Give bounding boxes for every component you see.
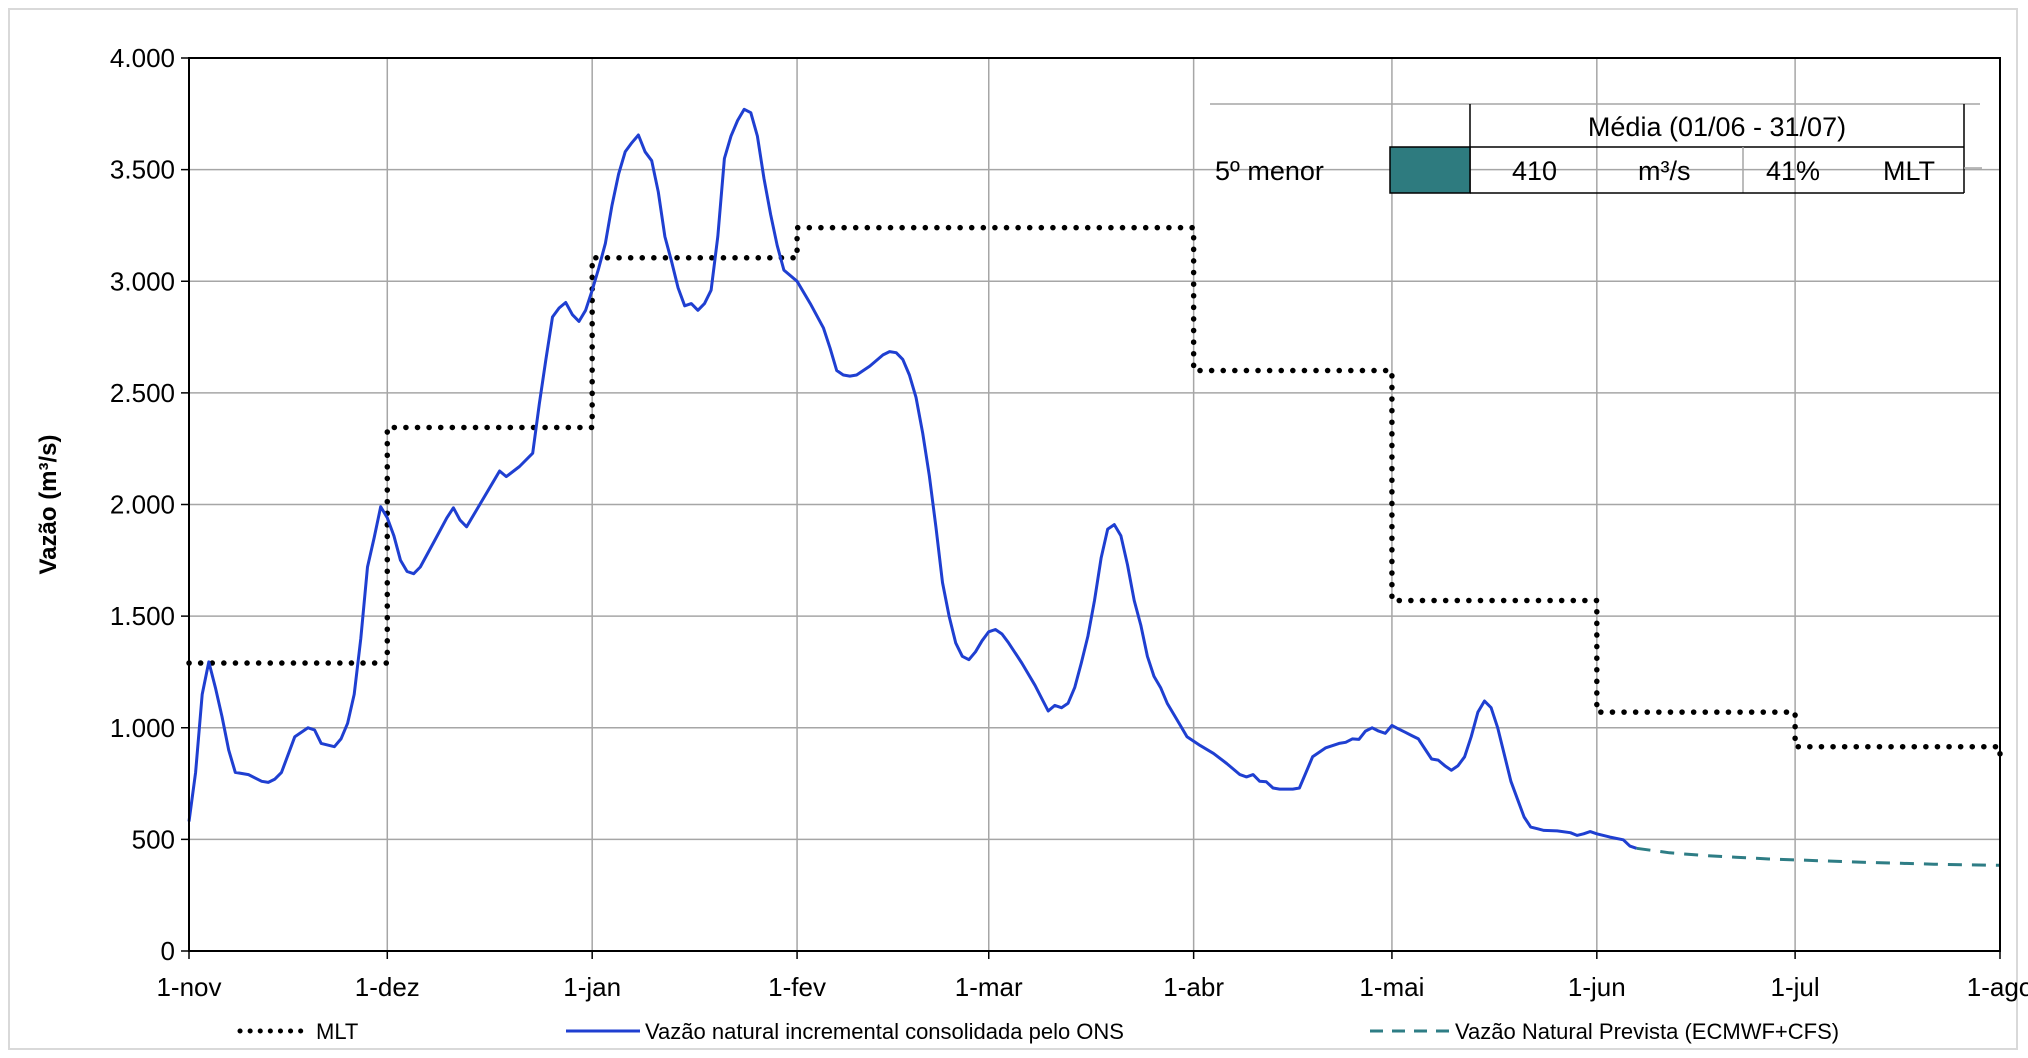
info-reference: MLT: [1883, 156, 1935, 186]
series-line-mlt: [186, 224, 2003, 767]
x-tick-label: 1-mar: [955, 972, 1023, 1002]
series-line-consolidated: [187, 107, 1637, 850]
chart-frame: [8, 8, 2018, 1050]
color-swatch: [1389, 146, 1471, 194]
y-tick-label: 0: [161, 936, 175, 966]
series-line-forecast: [1636, 846, 2001, 867]
info-value: 410: [1512, 156, 1557, 186]
info-unit: m³/s: [1638, 156, 1690, 186]
y-tick-labels: 0 500 1.000 1.500 2.000 2.500 3.000 3.500 4.000: [110, 43, 175, 966]
y-tick-label: 500: [132, 824, 175, 854]
x-tick-label: 1-abr: [1163, 972, 1224, 1002]
y-tick-label: 3.000: [110, 266, 175, 296]
x-tick-label: 1-mai: [1359, 972, 1424, 1002]
x-tick-label: 1-nov: [156, 972, 221, 1002]
x-tick-label: 1-jan: [563, 972, 621, 1002]
y-tick-label: 2.500: [110, 378, 175, 408]
legend-label-mlt: MLT: [316, 1019, 358, 1044]
x-tick-label: 1-jun: [1568, 972, 1626, 1002]
y-axis-title: Vazão (m³/s): [35, 434, 62, 574]
y-tick-label: 3.500: [110, 155, 175, 185]
info-table-header: Média (01/06 - 31/07): [1588, 112, 1846, 142]
series-layer: [186, 107, 2003, 867]
y-tick-label: 1.000: [110, 713, 175, 743]
x-tick-label: 1-ago: [1967, 972, 2028, 1002]
y-tick-label: 1.500: [110, 601, 175, 631]
info-row-label: 5º menor: [1215, 156, 1324, 186]
x-tick-label: 1-dez: [355, 972, 420, 1002]
plot-area-border: [188, 57, 2001, 952]
y-tick-label: 4.000: [110, 43, 175, 73]
legend-label-forecast: Vazão Natural Prevista (ECMWF+CFS): [1455, 1019, 1839, 1044]
y-tick-label: 2.000: [110, 490, 175, 520]
legend-label-consolidated: Vazão natural incremental consolidada pe…: [645, 1019, 1124, 1044]
info-table: Média (01/06 - 31/07) 5º menor 410 m³/s …: [1210, 103, 1982, 194]
info-percent: 41%: [1766, 156, 1820, 186]
x-tick-label: 1-jul: [1771, 972, 1820, 1002]
legend: MLT Vazão natural incremental consolidad…: [237, 1019, 1839, 1044]
x-tick-label: 1-fev: [768, 972, 826, 1002]
x-tick-labels: 1-nov 1-dez 1-jan 1-fev 1-mar 1-abr 1-mai 1-jun…: [156, 972, 2028, 1002]
